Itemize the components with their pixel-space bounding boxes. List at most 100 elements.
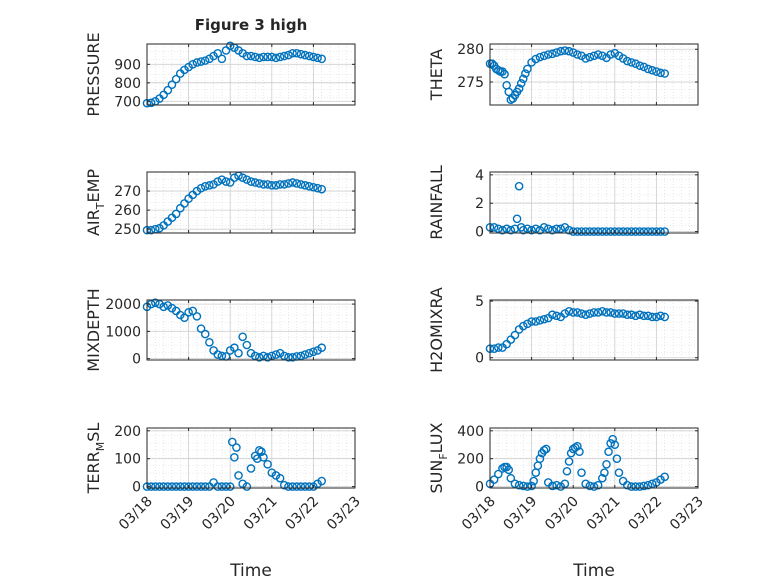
data-point [510, 479, 520, 489]
data-point [602, 459, 611, 469]
data-point [535, 316, 545, 325]
data-point [647, 227, 657, 236]
data-point [610, 309, 620, 318]
data-point [510, 224, 520, 234]
data-point [652, 312, 661, 322]
data-point [548, 49, 557, 59]
data-point [213, 350, 223, 359]
data-point [639, 481, 649, 491]
data-point [196, 482, 206, 491]
data-point [151, 482, 160, 491]
data-point [498, 225, 507, 235]
data-point [234, 471, 243, 480]
data-point [171, 209, 181, 219]
y-axis-label: H2OMIXRA [427, 287, 446, 373]
data-point [506, 335, 516, 344]
data-point [639, 62, 649, 72]
data-point [225, 178, 235, 187]
data-point [230, 343, 239, 353]
data-point [622, 310, 632, 320]
data-point [606, 50, 615, 59]
data-point [188, 60, 198, 69]
subplot-pressure: 700 800 900 PRESSURE [84, 32, 356, 117]
data-point [577, 227, 586, 236]
data-point [288, 178, 297, 187]
data-point [296, 482, 306, 491]
y-tick-label: 4 [475, 168, 484, 184]
data-point [242, 51, 252, 61]
y-axis-label: THETA [427, 49, 446, 101]
data-point [180, 199, 189, 208]
data-point [635, 61, 645, 70]
data-point [494, 469, 503, 479]
data-point [506, 225, 516, 235]
data-point [200, 482, 210, 491]
data-point [284, 179, 293, 188]
data-point [163, 85, 173, 95]
data-point [292, 482, 302, 491]
axes-box [489, 171, 699, 234]
y-tick-label: 800 [114, 76, 141, 92]
y-tick-label: 200 [114, 424, 141, 440]
data-point [581, 227, 590, 236]
data-point [618, 476, 628, 486]
data-point [296, 49, 306, 59]
data-point [284, 352, 293, 362]
data-point [213, 48, 223, 58]
data-point [489, 344, 499, 353]
y-tick-label: 0 [475, 351, 484, 367]
data-point [643, 480, 653, 490]
data-point [589, 227, 599, 236]
data-point [589, 482, 599, 491]
axes-box [489, 43, 699, 106]
data-point [577, 309, 586, 318]
data-point [213, 177, 223, 186]
data-point [512, 214, 522, 224]
data-point [267, 52, 277, 62]
data-point [585, 227, 595, 236]
data-point [498, 464, 507, 473]
axes-box [146, 171, 356, 234]
subplot-air: 250 260 270 AIRTEMP [84, 169, 356, 238]
data-point [535, 52, 545, 62]
data-point [548, 310, 557, 320]
data-point [518, 481, 528, 491]
data-point [639, 311, 649, 321]
data-point [622, 480, 632, 490]
data-point [155, 482, 164, 491]
data-point [600, 468, 609, 477]
data-point [539, 51, 549, 61]
data-point [209, 346, 218, 355]
data-point [271, 53, 281, 63]
y-tick-label: 400 [457, 424, 484, 440]
data-point [184, 307, 193, 317]
data-point [585, 481, 595, 491]
x-tick-label: 03/20 [199, 494, 239, 534]
data-point [252, 454, 262, 463]
data-point [589, 51, 599, 61]
data-point [523, 482, 532, 491]
data-point [660, 69, 670, 78]
data-point [489, 223, 499, 232]
data-point [217, 54, 227, 64]
data-point [309, 52, 318, 62]
data-point [296, 180, 306, 189]
y-tick-label: 0 [475, 480, 484, 496]
data-point [543, 50, 553, 59]
data-point [230, 173, 239, 183]
data-point [317, 184, 327, 194]
data-point [292, 48, 302, 58]
data-point [225, 482, 235, 491]
figure-title: Figure 3 high [195, 16, 308, 34]
x-tick-label: 03/18 [459, 494, 499, 534]
data-point [263, 180, 272, 189]
y-tick-label: 0 [132, 352, 141, 368]
data-point [225, 41, 235, 51]
data-point [205, 337, 214, 347]
y-tick-label: 2 [475, 196, 484, 212]
data-point [489, 475, 499, 484]
data-point [275, 473, 285, 483]
y-axis-label: SUNFLUX [427, 422, 450, 493]
data-point [221, 482, 231, 491]
axes-box [146, 299, 356, 361]
